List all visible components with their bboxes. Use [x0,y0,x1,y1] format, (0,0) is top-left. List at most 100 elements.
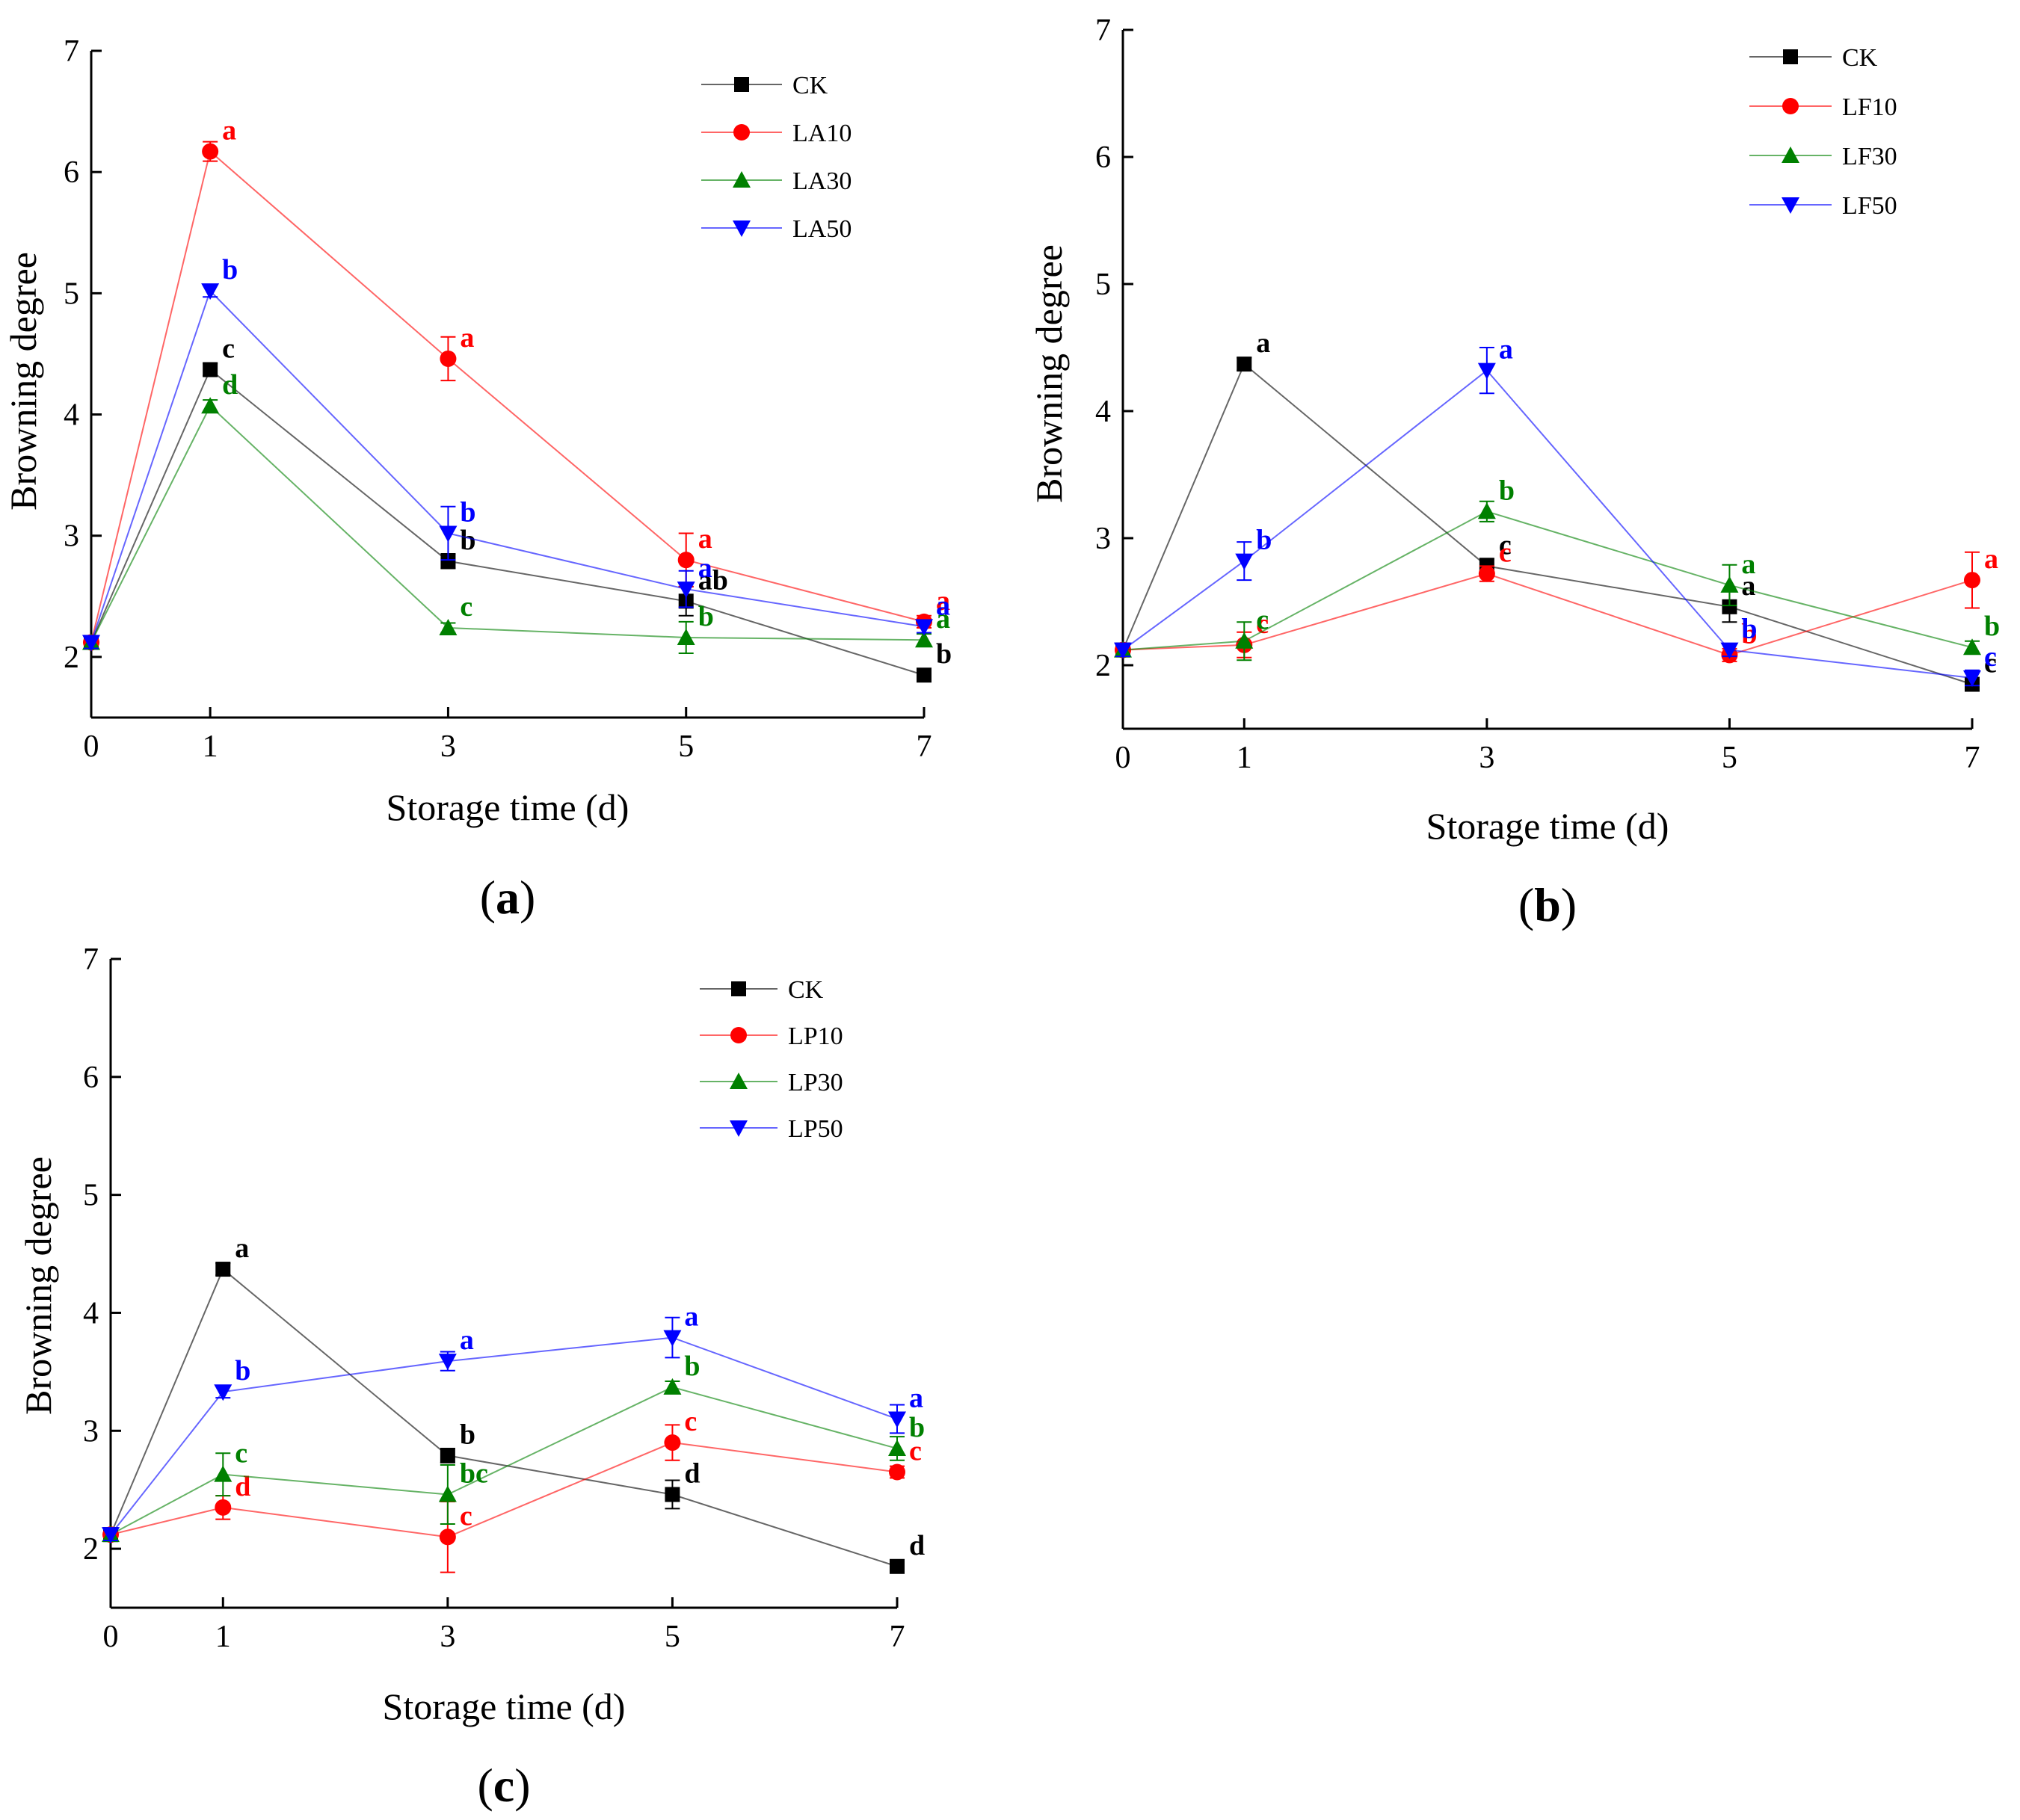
legend: CK LF10 LF30 LF50 [1749,44,1897,220]
data-point [677,628,695,645]
legend-item-la10: LA10 [701,120,852,147]
significance-label: a [698,552,712,584]
data-point [1963,670,1981,687]
x-tick-label: 7 [890,1620,905,1654]
y-axis-title: Browning degree [17,1156,59,1415]
significance-label: c [235,1438,247,1469]
data-point [102,1527,120,1544]
legend-label: LP50 [788,1115,843,1143]
significance-label: a [909,1382,923,1413]
data-point [215,1262,231,1277]
data-point [440,553,456,569]
significance-label: a [1256,327,1270,359]
legend: CK LP10 LP30 LP50 [700,976,843,1143]
significance-label: b [698,601,714,632]
x-tick-label: 3 [1479,741,1494,775]
data-point [889,1463,905,1481]
panel-c: 2 3 4 5 6 7 0 1 3 5 7 Storage time (d) Browning degr… [17,943,925,1812]
x-axis-title: Storage time (d) [1426,805,1669,847]
x-tick-label: 3 [440,1620,455,1654]
significance-label: a [460,1324,474,1356]
y-axis-title: Browning degree [1028,244,1070,503]
significance-label: a [936,585,950,617]
legend-item-la50: LA50 [701,215,852,243]
legend-marker [1783,49,1798,64]
legend-label: LP10 [788,1022,843,1050]
panel-b: 2 3 4 5 6 7 0 1 3 5 7 Storage time (d) Browning degr… [1028,13,2000,931]
y-tick-label: 6 [83,1061,99,1095]
significance-label: c [1256,608,1269,640]
data-point [917,667,932,683]
significance-label: b [1741,614,1757,645]
data-point [439,618,458,635]
data-point [201,397,220,414]
series-line [90,368,925,676]
legend-marker [730,1120,748,1137]
legend-item-lp10: LP10 [700,1022,843,1050]
legend-marker [733,171,751,188]
y-tick-label: 7 [83,943,99,977]
significance-label: c [222,333,235,365]
legend-label: LA10 [792,120,852,147]
significance-label: b [684,1351,700,1382]
y-tick-label: 5 [1095,268,1111,302]
significance-label: c [1984,648,1997,679]
legend-label: CK [1842,44,1878,72]
data-point [214,1384,233,1401]
data-point [1235,553,1254,570]
data-point [214,1465,233,1482]
legend-marker [730,1073,748,1089]
y-tick-label: 2 [1095,649,1111,683]
data-point [1477,363,1496,380]
data-point [663,1330,682,1347]
significance-label: bc [460,1457,488,1489]
data-point [1235,632,1254,649]
significance-label: c [1256,605,1269,636]
significance-label: b [1256,525,1272,556]
legend-item-lf10: LF10 [1749,93,1897,121]
legend-marker [731,981,746,996]
series-ck: a c a c [1115,327,1997,692]
legend-label: LA50 [792,215,852,243]
significance-label: d [684,1457,700,1489]
legend-marker [734,77,749,92]
data-point [677,552,695,569]
y-tick-label: 4 [1095,395,1111,429]
significance-label: c [460,591,472,623]
legend-item-lf50: LF50 [1749,192,1897,220]
panel-label: (c) [477,1759,530,1812]
significance-label: a [1741,549,1755,580]
data-point [888,1439,906,1456]
x-tick-label: 5 [678,729,694,764]
panel-label: (a) [480,871,536,924]
panel-a: 2 3 4 5 6 7 0 1 3 5 7 Storage time (d) Browning degr… [2,34,952,924]
panel-label: (b) [1518,878,1577,931]
x-tick-label: 0 [103,1620,119,1654]
data-point [1237,357,1252,372]
y-tick-label: 5 [64,277,79,311]
y-tick-label: 4 [64,398,79,433]
legend-marker [1782,197,1799,214]
legend-marker [1782,146,1799,163]
data-point [203,362,218,377]
y-tick-label: 3 [83,1414,99,1449]
data-point [665,1487,680,1502]
legend-item-la30: LA30 [701,167,852,195]
y-tick-label: 5 [83,1179,99,1213]
legend-label: LF50 [1842,192,1897,220]
significance-label: a [460,322,474,354]
significance-label: c [684,1406,697,1437]
y-tick-label: 6 [1095,141,1111,175]
legend-item-ck: CK [700,976,824,1004]
legend-item-lf30: LF30 [1749,143,1897,170]
significance-label: b [1984,611,2000,642]
data-point [1720,642,1739,659]
x-axis-title: Storage time (d) [383,1685,626,1727]
significance-label: b [222,254,238,286]
y-tick-label: 6 [64,155,79,190]
